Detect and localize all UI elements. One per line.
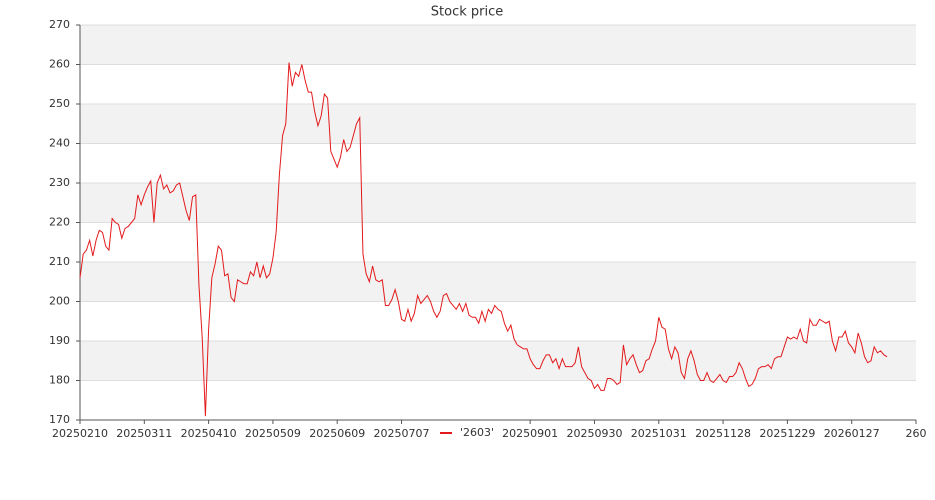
x-tick-label: 20260127 bbox=[824, 427, 880, 440]
x-tick-label: 20251229 bbox=[759, 427, 815, 440]
y-tick-label: 230 bbox=[49, 176, 70, 189]
grid-band bbox=[80, 262, 916, 302]
y-tick-label: 240 bbox=[49, 137, 70, 150]
grid-band bbox=[80, 183, 916, 223]
x-tick-label: 20250509 bbox=[245, 427, 301, 440]
x-tick-label: 20250410 bbox=[181, 427, 237, 440]
x-tick-label: 20250311 bbox=[116, 427, 172, 440]
y-tick-label: 170 bbox=[49, 413, 70, 426]
y-tick-label: 200 bbox=[49, 295, 70, 308]
y-tick-label: 190 bbox=[49, 334, 70, 347]
x-tick-label: 260 bbox=[906, 427, 927, 440]
y-tick-label: 270 bbox=[49, 18, 70, 31]
legend-background bbox=[436, 424, 498, 442]
grid-band bbox=[80, 25, 916, 65]
grid-band bbox=[80, 341, 916, 381]
x-tick-label: 20250210 bbox=[52, 427, 108, 440]
x-tick-label: 20250707 bbox=[374, 427, 430, 440]
x-tick-label: 20251128 bbox=[695, 427, 751, 440]
x-tick-label: 20250901 bbox=[502, 427, 558, 440]
y-tick-label: 220 bbox=[49, 216, 70, 229]
x-tick-label: 20250609 bbox=[309, 427, 365, 440]
chart-title: Stock price bbox=[431, 5, 503, 20]
y-tick-label: 250 bbox=[49, 97, 70, 110]
y-tick-label: 260 bbox=[49, 58, 70, 71]
legend: '2603' bbox=[436, 424, 498, 442]
line-series bbox=[79, 62, 888, 417]
y-tick-label: 210 bbox=[49, 255, 70, 268]
grid-band bbox=[80, 104, 916, 144]
x-tick-label: 20250930 bbox=[566, 427, 622, 440]
legend-label: '2603' bbox=[460, 426, 494, 439]
x-tick-label: 20251031 bbox=[631, 427, 687, 440]
y-tick-label: 180 bbox=[49, 374, 70, 387]
